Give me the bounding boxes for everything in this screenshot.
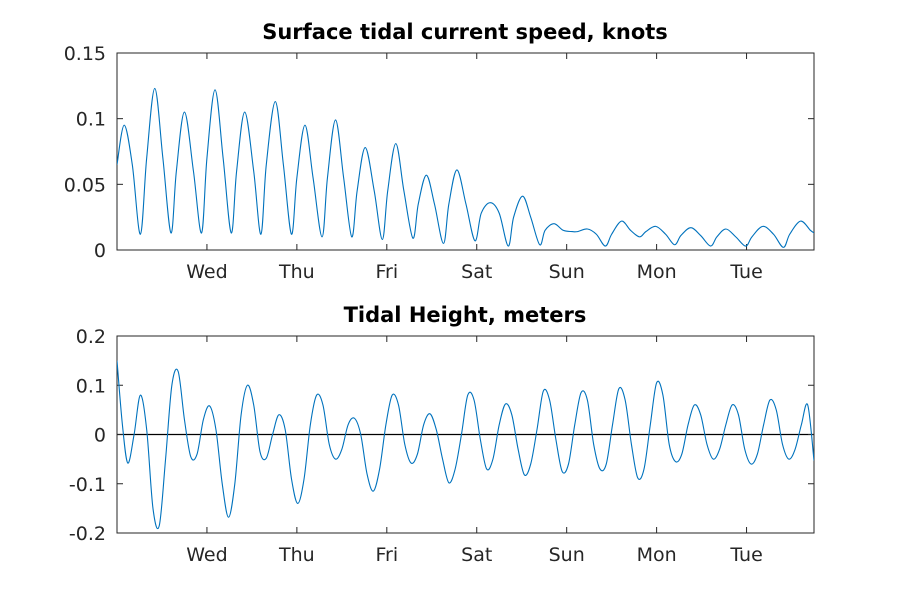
- current-speed-chart: Surface tidal current speed, knots 0 0.05…: [64, 20, 815, 283]
- current-speed-x-tick-label: Sun: [549, 261, 585, 283]
- current-speed-x-axis: Wed Thu Fri Sat Sun Mon Tue: [186, 53, 763, 283]
- current-speed-x-tick-label: Sat: [461, 261, 492, 283]
- current-speed-x-tick-label: Wed: [186, 261, 227, 283]
- tidal-height-y-tick-label: -0.1: [69, 474, 106, 496]
- current-speed-y-tick-label: 0: [94, 240, 106, 262]
- tidal-height-x-tick-label: Mon: [637, 544, 677, 566]
- tidal-height-x-tick-label: Thu: [278, 544, 315, 566]
- current-speed-x-tick-label: Fri: [375, 261, 398, 283]
- current-speed-x-tick-label: Mon: [637, 261, 677, 283]
- current-speed-title: Surface tidal current speed, knots: [262, 20, 668, 44]
- tidal-height-x-tick-label: Tue: [729, 544, 762, 566]
- tidal-height-y-tick-label: 0.2: [76, 326, 106, 348]
- tidal-height-x-tick-label: Wed: [186, 544, 227, 566]
- current-speed-y-tick-label: 0.05: [64, 174, 106, 196]
- tidal-height-title: Tidal Height, meters: [344, 303, 587, 327]
- tidal-height-chart: Tidal Height, meters -0.2 -0.1 0 0.1 0.2 Wed…: [69, 303, 815, 566]
- tidal-height-y-tick-label: 0: [94, 425, 106, 447]
- current-speed-x-tick-label: Tue: [729, 261, 762, 283]
- current-speed-plot-area: [116, 52, 815, 251]
- tidal-height-x-tick-label: Sun: [549, 544, 585, 566]
- tidal-height-x-tick-label: Sat: [461, 544, 492, 566]
- current-speed-y-axis: 0 0.05 0.1 0.15: [64, 43, 814, 262]
- current-speed-x-tick-label: Thu: [278, 261, 315, 283]
- current-speed-series-line: [117, 87, 814, 248]
- current-speed-y-tick-label: 0.15: [64, 43, 106, 65]
- tidal-height-series-line: [117, 360, 814, 530]
- current-speed-y-tick-label: 0.1: [76, 109, 106, 131]
- tidal-height-y-tick-label: 0.1: [76, 375, 106, 397]
- tidal-height-x-axis: Wed Thu Fri Sat Sun Mon Tue: [186, 336, 763, 566]
- tidal-height-x-tick-label: Fri: [375, 544, 398, 566]
- tidal-height-y-tick-label: -0.2: [69, 523, 106, 545]
- tidal-height-y-axis: -0.2 -0.1 0 0.1 0.2: [69, 326, 814, 545]
